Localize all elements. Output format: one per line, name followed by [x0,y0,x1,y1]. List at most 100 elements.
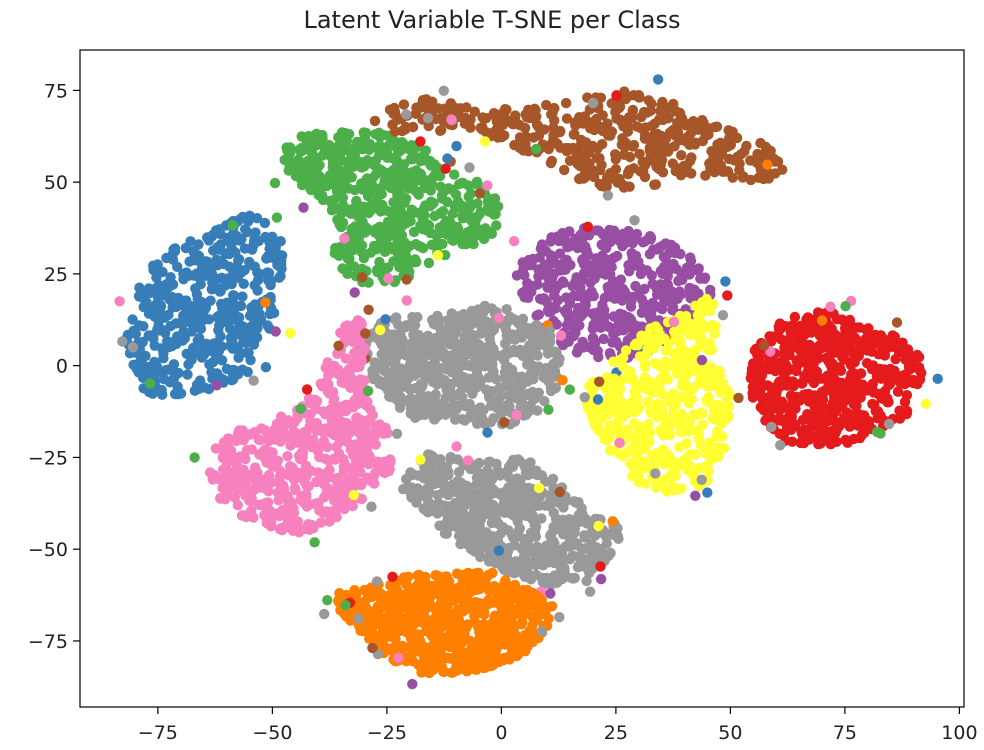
data-point [798,437,810,449]
data-point [491,220,502,231]
data-point [589,116,600,127]
data-point [248,375,259,386]
data-point [608,311,619,322]
data-point [755,402,766,413]
data-point [417,224,429,235]
data-point [287,158,298,169]
data-point [308,434,319,446]
data-point [206,267,217,278]
data-point [393,167,404,178]
data-point [405,215,416,227]
data-point [374,131,386,143]
data-point [243,216,254,227]
data-point [172,389,184,400]
data-point [406,204,417,215]
data-point [709,328,720,339]
data-point [285,328,296,339]
data-point [643,418,654,430]
data-point [528,323,539,334]
data-point [654,151,666,162]
data-point [624,151,636,163]
data-point [498,354,510,366]
data-point [523,482,534,494]
data-point [212,337,223,348]
data-point [419,336,430,347]
data-point [613,318,625,329]
data-point [668,316,680,328]
data-point [576,134,587,146]
data-point [369,429,380,440]
data-point [791,355,802,366]
data-point [527,386,538,398]
data-point [390,378,401,389]
data-point [153,320,164,332]
data-point [627,238,638,249]
data-point [665,396,676,408]
data-point [220,447,232,459]
data-point [329,430,340,441]
data-point [265,279,276,291]
data-point [295,403,306,414]
data-point [867,378,878,389]
data-point [715,444,726,455]
data-point [440,163,451,174]
data-point [848,368,860,379]
data-point [426,459,437,470]
data-point [580,114,591,126]
data-point [368,373,379,385]
data-point [190,283,201,294]
data-point [136,338,147,349]
data-point [203,383,215,395]
data-point [639,361,651,373]
data-point [840,301,851,312]
data-point [688,409,699,420]
data-point [383,273,394,284]
data-point [360,127,372,139]
data-point [171,338,182,350]
data-point [669,326,680,337]
data-point [378,363,390,375]
data-point [840,342,852,353]
data-point [334,149,346,161]
data-point [329,194,340,205]
data-point [447,184,458,195]
data-point [464,328,476,339]
data-point [372,192,383,203]
data-point [594,376,605,387]
data-point [288,503,299,514]
data-point [548,507,559,519]
data-point [624,165,635,176]
data-point [442,196,453,208]
data-point [253,499,264,510]
data-point [663,296,674,307]
data-point [272,455,284,466]
data-point [434,227,445,239]
data-point [446,114,457,125]
data-point [499,338,511,349]
data-point [311,396,323,407]
data-point [342,436,353,448]
data-point [488,413,499,424]
data-point [599,253,610,264]
data-point [127,342,139,353]
data-point [339,233,350,244]
data-point [717,310,729,321]
data-point [587,97,599,109]
data-point [596,139,608,150]
data-point [331,167,343,179]
data-point [533,264,544,275]
data-point [571,148,582,160]
data-point [353,380,364,391]
data-point [276,250,288,261]
data-point [558,258,570,269]
data-point [452,223,464,235]
data-point [639,335,651,346]
data-point [439,500,450,511]
data-point [250,462,261,473]
data-point [806,374,817,385]
data-point [541,99,552,111]
data-point [706,319,718,331]
data-point [439,103,450,114]
data-point [775,440,786,451]
